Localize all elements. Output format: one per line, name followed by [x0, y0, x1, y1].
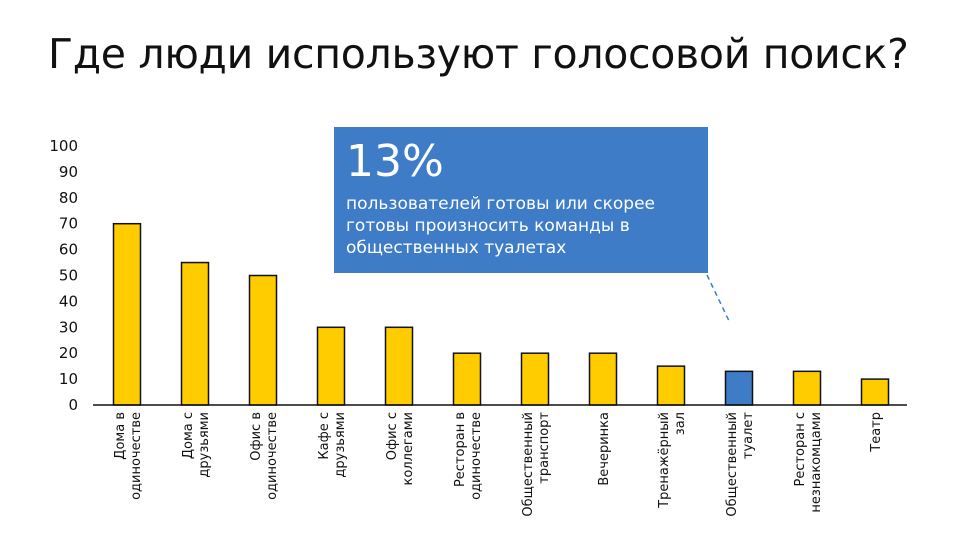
category-label: Ресторан с	[793, 412, 808, 487]
category-label: Театр	[869, 412, 884, 453]
y-tick-label: 60	[59, 241, 78, 259]
bar	[316, 326, 346, 406]
category-label: одиночестве	[129, 412, 144, 500]
page-title: Где люди используют голосовой поиск?	[48, 30, 909, 78]
category-label: Дома в	[113, 412, 128, 460]
category-label: Кафе с	[317, 412, 332, 460]
bar	[520, 352, 550, 406]
category-label: Ресторан в	[453, 412, 468, 487]
bar	[112, 222, 142, 406]
bar	[860, 378, 890, 406]
bar	[248, 274, 278, 406]
category-label: друзьями	[197, 412, 212, 478]
bar	[180, 261, 210, 406]
y-tick-label: 10	[59, 370, 78, 388]
category-label: незнакомцами	[809, 412, 824, 513]
callout-value: 13%	[346, 136, 444, 187]
category-label: одиночестве	[469, 412, 484, 500]
category-label: туалет	[741, 412, 756, 460]
category-label: зал	[673, 412, 688, 435]
y-tick-label: 80	[59, 189, 78, 207]
category-label: Вечеринка	[597, 412, 612, 486]
y-tick-label: 100	[49, 137, 78, 155]
callout-text: пользователей готовы или скорее готовы п…	[346, 194, 655, 258]
y-tick-label: 70	[59, 215, 78, 233]
y-tick-label: 30	[59, 318, 78, 336]
callout-box: 13% пользователей готовы или скорее гото…	[334, 127, 708, 273]
y-tick-label: 0	[68, 396, 78, 414]
category-label: Офис в	[249, 412, 264, 461]
callout-connector	[706, 274, 731, 324]
category-label: коллегами	[401, 412, 416, 485]
bar	[724, 370, 754, 406]
bar	[656, 365, 686, 406]
category-label: Дома с	[181, 412, 196, 459]
category-label: друзьями	[333, 412, 348, 478]
bar	[792, 370, 822, 406]
bar	[384, 326, 414, 406]
y-tick-label: 90	[59, 163, 78, 181]
bar	[452, 352, 482, 406]
category-label: одиночестве	[265, 412, 280, 500]
category-label: Общественный	[521, 412, 536, 517]
category-label: Тренажёрный	[657, 412, 672, 509]
category-label: Офис с	[385, 412, 400, 460]
category-label: Общественный	[725, 412, 740, 517]
y-tick-label: 50	[59, 267, 78, 285]
bar	[588, 352, 618, 406]
y-tick-label: 20	[59, 344, 78, 362]
y-tick-label: 40	[59, 292, 78, 310]
category-label: транспорт	[537, 412, 552, 484]
